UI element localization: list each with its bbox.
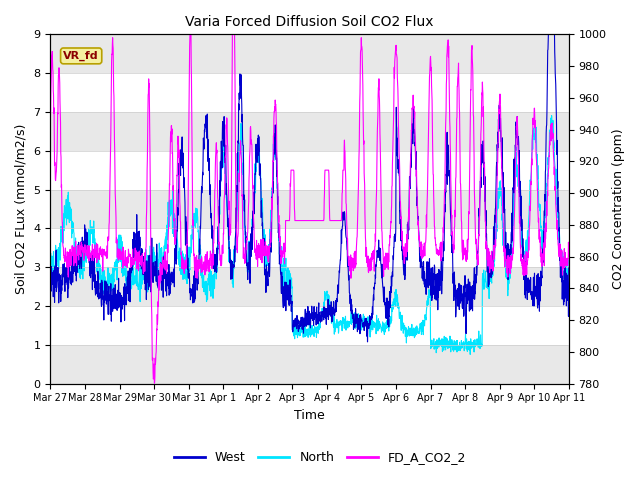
Bar <box>51 345 569 384</box>
Y-axis label: Soil CO2 FLux (mmol/m2/s): Soil CO2 FLux (mmol/m2/s) <box>15 124 28 294</box>
Y-axis label: CO2 Concentration (ppm): CO2 Concentration (ppm) <box>612 129 625 289</box>
Bar <box>51 112 569 151</box>
Legend: West, North, FD_A_CO2_2: West, North, FD_A_CO2_2 <box>168 446 472 469</box>
Text: VR_fd: VR_fd <box>63 51 99 61</box>
Bar <box>51 267 569 306</box>
Bar <box>51 35 569 73</box>
X-axis label: Time: Time <box>294 409 325 422</box>
Bar <box>51 190 569 228</box>
Title: Varia Forced Diffusion Soil CO2 Flux: Varia Forced Diffusion Soil CO2 Flux <box>186 15 434 29</box>
